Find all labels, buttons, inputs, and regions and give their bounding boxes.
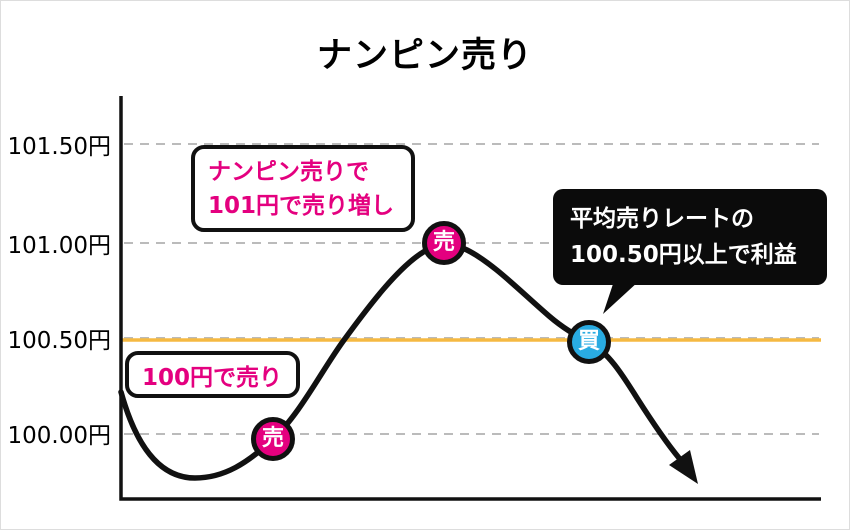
- sell-marker-101: 売: [422, 221, 466, 265]
- y-axis-label-101-00: 101.00円: [7, 233, 111, 259]
- y-axis-label-100-50: 100.50円: [7, 328, 111, 354]
- buy-marker-100-50: 買: [567, 320, 611, 364]
- y-axis-label-100-00: 100.00円: [7, 423, 111, 449]
- y-axis-label-101-50: 101.50円: [7, 134, 111, 160]
- callout-first-sell-text: 100円で売り: [142, 364, 283, 391]
- callout-nanpin-add: ナンピン売りで 101円で売り増し: [191, 145, 415, 232]
- callout-nanpin-add-line2: 101円で売り増し: [208, 192, 395, 219]
- callout-nanpin-add-line1: ナンピン売りで: [208, 158, 369, 185]
- arrow-head-icon: [669, 450, 698, 484]
- callout-first-sell: 100円で売り: [125, 351, 300, 398]
- callout-profit-line2: 100.50円以上で利益: [570, 242, 797, 268]
- sell-marker-100: 売: [251, 417, 295, 461]
- page-title: ナンピン売り: [316, 36, 533, 76]
- axes: [119, 96, 821, 501]
- callout-profit-line1: 平均売りレートの: [570, 206, 754, 232]
- callout-profit: 平均売りレートの 100.50円以上で利益: [553, 189, 827, 285]
- profit-callout-tail: [603, 281, 639, 314]
